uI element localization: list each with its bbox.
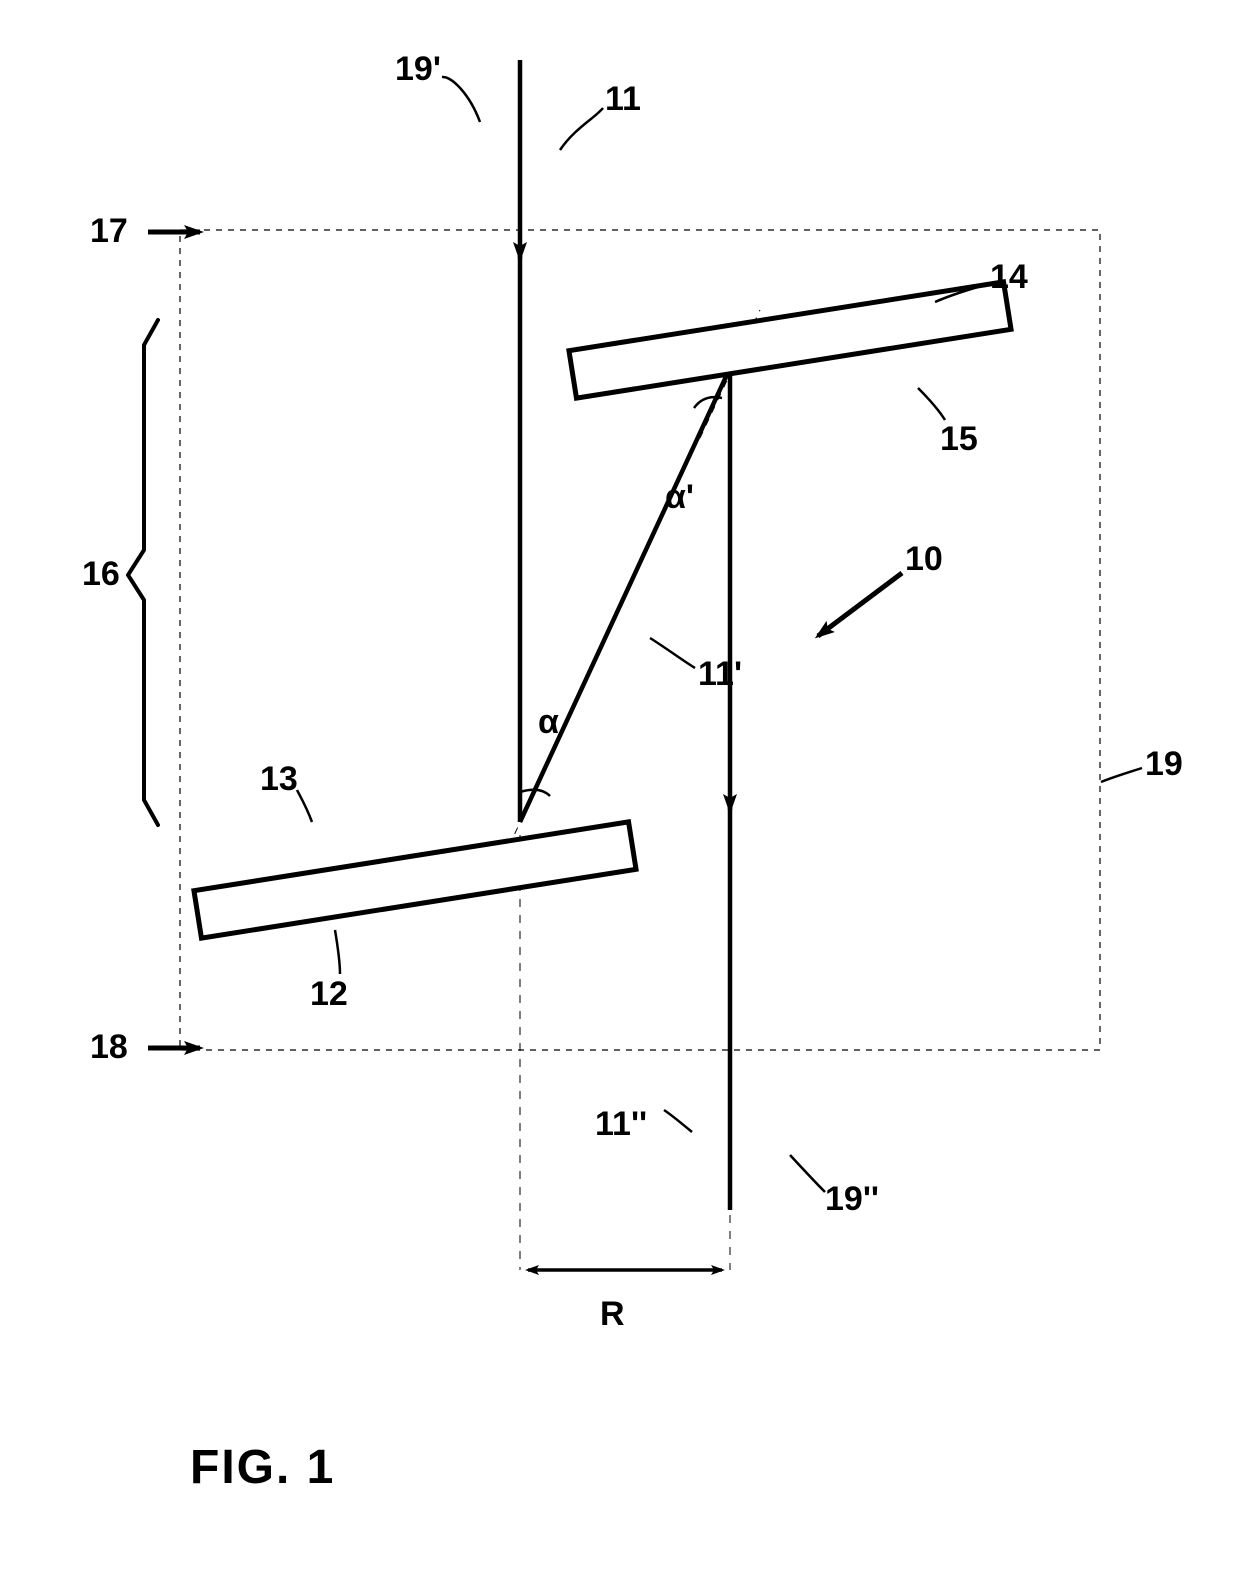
label-19p: 19'	[395, 50, 441, 89]
leader-15	[918, 388, 945, 420]
diagram-svg	[0, 0, 1240, 1580]
label-13: 13	[260, 760, 298, 799]
label-R: R	[600, 1295, 625, 1334]
label-12: 12	[310, 975, 348, 1014]
brace-16	[128, 320, 158, 825]
beam-diagonal	[520, 368, 730, 822]
label-19: 19	[1145, 745, 1183, 784]
label-19pp: 19''	[825, 1180, 879, 1219]
leader-11p	[650, 638, 695, 668]
leader-19	[1101, 768, 1142, 782]
label-11pp: 11''	[595, 1105, 647, 1144]
leader-19pp	[790, 1155, 825, 1192]
pointer-10	[818, 573, 902, 636]
label-10: 10	[905, 540, 943, 579]
leader-13	[297, 790, 312, 822]
label-alpha-prime: α'	[665, 478, 694, 517]
figure-container: 17 18 16 19' 11 14 15 10 11' 19 13 12 11…	[0, 0, 1240, 1580]
leader-12	[335, 930, 340, 974]
leader-11	[560, 108, 603, 150]
mirror-lower	[194, 822, 636, 938]
leader-19p	[442, 77, 480, 122]
label-15: 15	[940, 420, 978, 459]
label-alpha: α	[538, 703, 559, 742]
leader-11pp	[664, 1110, 692, 1132]
label-18: 18	[90, 1028, 128, 1067]
label-17: 17	[90, 212, 128, 251]
label-11: 11	[605, 80, 641, 119]
label-16: 16	[82, 555, 120, 594]
figure-title: FIG. 1	[190, 1440, 335, 1495]
label-11p: 11'	[698, 655, 742, 694]
label-14: 14	[990, 258, 1028, 297]
